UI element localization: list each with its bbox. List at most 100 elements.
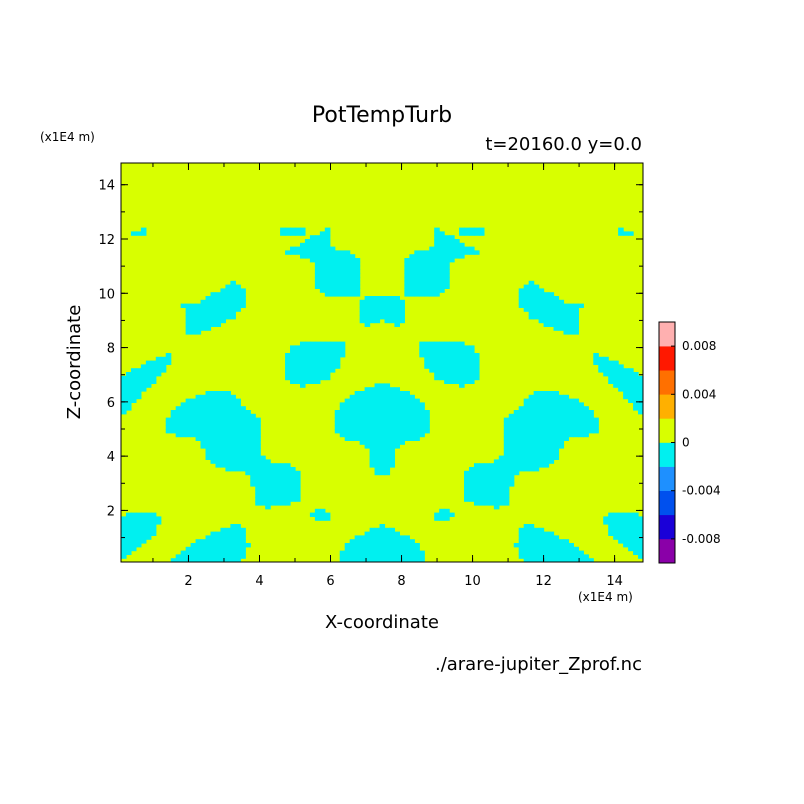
field-cell: [329, 349, 336, 354]
field-cell: [285, 486, 291, 491]
field-cell: [414, 280, 420, 286]
field-cell: [439, 508, 445, 514]
field-cell: [374, 315, 381, 320]
field-cell: [230, 410, 236, 415]
field-cell: [563, 550, 570, 555]
field-cell: [429, 368, 435, 373]
field-cell: [493, 478, 500, 483]
field-cell: [140, 535, 147, 540]
field-cell: [314, 368, 321, 373]
field-cell: [140, 520, 147, 525]
field-cell: [130, 512, 137, 517]
field-cell: [210, 531, 217, 536]
field-cell: [349, 546, 356, 552]
field-cell: [155, 360, 162, 365]
field-cell: [280, 486, 286, 491]
field-cell: [215, 432, 222, 438]
field-cell: [508, 455, 515, 460]
field-cell: [488, 493, 495, 498]
field-cell: [374, 550, 381, 555]
field-cell: [389, 413, 396, 419]
field-cell: [538, 398, 545, 403]
field-cell: [553, 303, 560, 308]
field-cell: [240, 288, 246, 293]
field-cell: [598, 356, 604, 362]
field-cell: [638, 391, 643, 396]
field-cell: [369, 531, 376, 536]
field-cell: [439, 254, 445, 259]
field-cell: [275, 470, 281, 476]
field-cell: [548, 299, 555, 305]
field-cell: [628, 387, 634, 392]
field-cell: [384, 303, 391, 308]
field-cell: [309, 375, 316, 381]
field-cell: [175, 554, 182, 559]
field-cell: [508, 436, 515, 441]
field-cell: [324, 254, 331, 259]
field-cell: [503, 436, 510, 441]
field-cell: [379, 315, 386, 320]
field-cell: [429, 246, 435, 251]
field-cell: [424, 254, 430, 259]
field-cell: [628, 231, 634, 236]
field-cell: [409, 265, 415, 270]
field-cell: [125, 379, 132, 384]
field-cell: [419, 265, 425, 270]
field-cell: [543, 444, 550, 449]
field-cell: [344, 417, 351, 422]
field-cell: [498, 497, 505, 502]
field-cell: [439, 242, 445, 248]
field-cell: [528, 394, 535, 400]
field-cell: [389, 429, 396, 434]
field-cell: [285, 250, 291, 255]
field-cell: [528, 524, 535, 529]
field-cell: [205, 440, 212, 445]
field-cell: [444, 254, 450, 259]
field-cell: [240, 292, 246, 297]
field-cell: [538, 292, 545, 297]
field-cell: [419, 413, 425, 419]
field-cell: [304, 345, 311, 350]
field-cell: [394, 554, 400, 559]
field-cell: [121, 398, 127, 403]
field-cell: [210, 444, 217, 449]
field-cell: [414, 558, 420, 562]
field-cell: [493, 497, 500, 502]
field-cell: [210, 299, 217, 305]
field-cell: [543, 402, 550, 407]
field-cell: [568, 318, 574, 324]
field-cell: [220, 436, 226, 441]
field-cell: [379, 459, 386, 464]
field-cell: [548, 448, 555, 453]
field-cell: [379, 467, 386, 472]
field-cell: [319, 258, 326, 263]
field-cell: [399, 558, 405, 562]
field-cell: [404, 258, 410, 263]
field-cell: [384, 315, 391, 320]
field-cell: [369, 554, 376, 559]
field-cell: [434, 280, 440, 286]
field-cell: [384, 527, 391, 533]
field-cell: [454, 345, 460, 350]
field-cell: [215, 535, 222, 540]
field-cell: [225, 410, 231, 415]
field-cell: [145, 368, 152, 373]
field-cell: [628, 375, 634, 381]
field-cell: [235, 406, 241, 411]
field-cell: [190, 543, 197, 548]
field-cell: [359, 543, 366, 548]
field-cell: [613, 375, 619, 381]
field-cell: [563, 318, 570, 324]
field-cell: [444, 258, 450, 263]
field-cell: [543, 463, 550, 468]
field-cell: [528, 421, 535, 426]
field-cell: [270, 493, 276, 498]
field-cell: [220, 303, 226, 308]
field-cell: [414, 258, 420, 263]
field-cell: [558, 436, 565, 441]
field-cell: [230, 451, 236, 457]
field-cell: [180, 413, 187, 419]
field-cell: [543, 394, 550, 400]
field-cell: [374, 535, 381, 540]
field-cell: [638, 543, 643, 548]
